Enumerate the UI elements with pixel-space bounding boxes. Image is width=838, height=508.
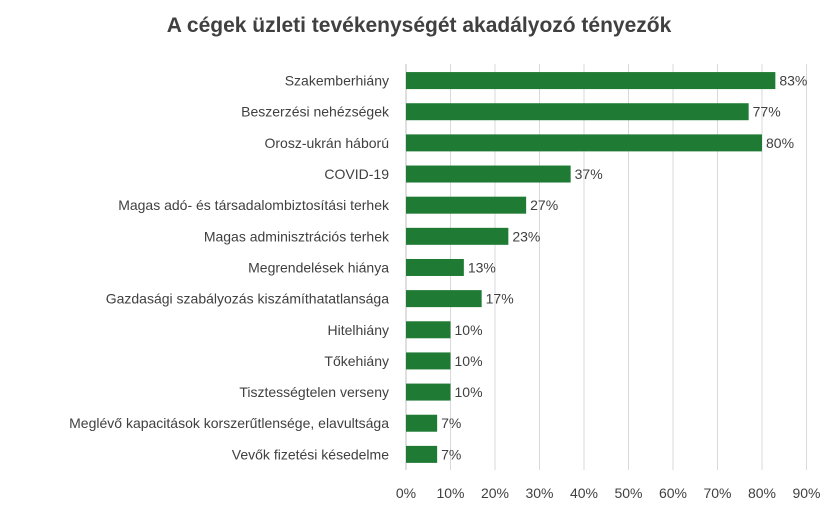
bar <box>406 196 527 214</box>
x-tick-label: 90% <box>792 485 820 501</box>
x-tick-label: 10% <box>436 485 464 501</box>
bar <box>406 414 438 432</box>
data-label: 27% <box>530 197 558 213</box>
data-labels: 83%77%80%37%27%23%13%17%10%10%10%7%7% <box>441 73 807 463</box>
category-label: Meglévő kapacitások korszerűtlensége, el… <box>69 415 389 431</box>
bar <box>406 227 509 245</box>
category-label: Tisztességtelen verseny <box>239 384 389 400</box>
data-label: 10% <box>455 353 483 369</box>
category-label: Magas adminisztrációs terhek <box>204 228 390 244</box>
x-tick-label: 70% <box>703 485 731 501</box>
bars <box>406 72 776 463</box>
bar <box>406 258 464 276</box>
bar <box>406 383 451 401</box>
bar <box>406 321 451 339</box>
data-label: 83% <box>779 73 807 89</box>
bar <box>406 103 749 121</box>
chart-title: A cégek üzleti tevékenységét akadályozó … <box>166 14 672 37</box>
data-label: 10% <box>455 322 483 338</box>
bar <box>406 290 482 308</box>
data-label: 7% <box>441 446 461 462</box>
category-label: Hitelhiány <box>328 322 389 338</box>
category-label: Orosz-ukrán háború <box>264 135 389 151</box>
x-tick-label: 80% <box>748 485 776 501</box>
x-axis-ticks: 0% 10% 20% 30% 40% 50% 60% 70% 80% 90% <box>396 485 821 501</box>
x-tick-label: 30% <box>525 485 553 501</box>
category-label: Tőkehiány <box>324 353 389 369</box>
x-tick-label: 0% <box>396 485 416 501</box>
data-label: 37% <box>575 166 603 182</box>
category-label: Megrendelések hiánya <box>248 259 389 275</box>
category-label: Vevők fizetési késedelme <box>232 446 389 462</box>
data-label: 23% <box>512 228 540 244</box>
gridlines <box>405 64 807 470</box>
data-label: 7% <box>441 415 461 431</box>
data-label: 80% <box>766 135 794 151</box>
data-label: 77% <box>753 104 781 120</box>
x-tick-label: 50% <box>614 485 642 501</box>
category-label: Gazdasági szabályozás kiszámíthatatlansá… <box>106 291 389 307</box>
data-label: 13% <box>468 259 496 275</box>
category-label: Magas adó- és társadalombiztosítási terh… <box>118 197 390 213</box>
bar <box>406 134 762 152</box>
bar <box>406 72 776 90</box>
bar <box>406 445 438 463</box>
data-label: 17% <box>486 291 514 307</box>
x-tick-label: 40% <box>570 485 598 501</box>
data-label: 10% <box>455 384 483 400</box>
x-tick-label: 20% <box>481 485 509 501</box>
bar <box>406 165 571 183</box>
category-label: Beszerzési nehézségek <box>241 104 390 120</box>
x-tick-label: 60% <box>659 485 687 501</box>
category-labels: Szakemberhiány Beszerzési nehézségek Orosz… <box>69 73 390 463</box>
category-label: COVID-19 <box>324 166 389 182</box>
category-label: Szakemberhiány <box>285 73 389 89</box>
bar <box>406 352 451 370</box>
